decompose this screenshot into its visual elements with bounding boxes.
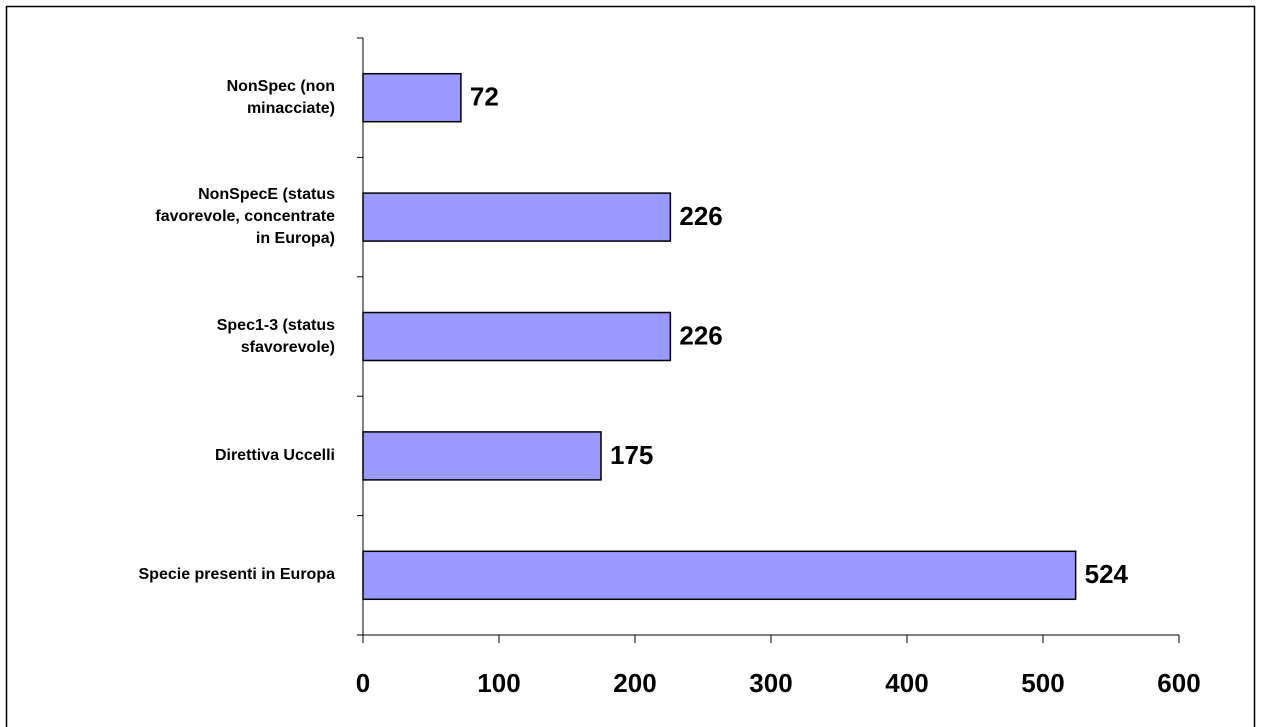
x-tick-label: 300 — [749, 668, 792, 698]
y-tick-label: Specie presenti in Europa — [138, 566, 336, 584]
bar — [362, 72, 462, 123]
x-tick-label: 100 — [477, 668, 520, 698]
value-label: 226 — [679, 320, 722, 350]
x-tick-label: 200 — [613, 668, 656, 698]
x-tick-label: 0 — [356, 668, 370, 698]
x-tick-label: 600 — [1157, 668, 1200, 698]
y-tick-label: NonSpecE (status favorevole, concentrate… — [155, 186, 335, 248]
y-tick-label: Direttiva Uccelli — [214, 446, 335, 464]
bar — [362, 192, 672, 242]
value-label: 226 — [679, 201, 722, 231]
bar — [362, 550, 1077, 601]
y-tick-label: Spec1-3 (status sfavorevole) — [216, 316, 335, 356]
value-label: 175 — [610, 440, 653, 470]
value-label: 72 — [470, 82, 499, 112]
x-tick-label: 500 — [1021, 668, 1064, 698]
bar — [362, 431, 602, 481]
chart-frame — [5, 5, 1256, 727]
bar — [362, 311, 672, 362]
x-tick-label: 400 — [885, 668, 928, 698]
value-label: 524 — [1085, 559, 1129, 589]
y-tick-label: NonSpec (non minacciate) — [226, 77, 335, 117]
